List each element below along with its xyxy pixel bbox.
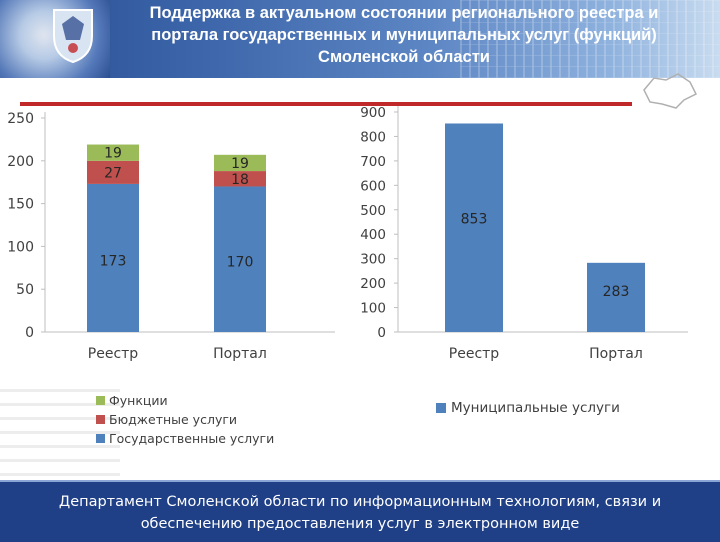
y-tick-label: 600 — [360, 178, 386, 194]
legend-item: Функции — [96, 391, 274, 410]
title-line-2: портала государственных и муниципальных … — [151, 26, 657, 44]
bar-segment — [587, 262, 645, 332]
y-tick-label: 400 — [360, 227, 386, 243]
chart2-legend: Муниципальные услуги — [436, 398, 620, 417]
x-tick-label: Реестр — [449, 346, 500, 362]
legend-swatch — [96, 415, 105, 424]
bar-segment — [445, 123, 503, 332]
data-label: 173 — [100, 253, 127, 269]
y-tick-label: 800 — [360, 129, 386, 145]
y-tick-label: 100 — [360, 301, 386, 317]
page-title: Поддержка в актуальном состоянии региона… — [92, 2, 716, 68]
y-tick-label: 200 — [360, 276, 386, 292]
y-tick-label: 50 — [16, 282, 34, 298]
y-tick-label: 700 — [360, 154, 386, 170]
y-tick-label: 300 — [360, 252, 386, 268]
legend-item: Государственные услуги — [96, 429, 274, 448]
stacked-bar-chart: 0501001502002501732719Реестр1701819Порта… — [7, 111, 335, 362]
y-tick-label: 0 — [377, 325, 386, 341]
legend-label: Муниципальные услуги — [451, 399, 620, 416]
data-label: 19 — [104, 146, 122, 162]
legend-label: Бюджетные услуги — [109, 412, 238, 427]
footer-line-2: обеспечению предоставления услуг в элект… — [140, 516, 580, 532]
data-label: 283 — [603, 284, 630, 300]
binary-decoration — [460, 0, 720, 78]
legend-swatch — [96, 396, 105, 405]
y-tick-label: 0 — [25, 325, 34, 341]
legend-item: Муниципальные услуги — [436, 398, 620, 417]
coat-of-arms-icon — [53, 9, 93, 64]
accent-divider-thin — [400, 104, 630, 106]
y-tick-label: 200 — [7, 154, 34, 170]
x-tick-label: Портал — [589, 346, 643, 362]
legend-item: Бюджетные услуги — [96, 410, 274, 429]
legend-label: Государственные услуги — [109, 431, 275, 446]
region-map-icon — [643, 73, 698, 109]
bar-segment — [87, 183, 139, 332]
bar-segment — [214, 154, 266, 172]
title-line-3: Смоленской области — [318, 48, 490, 66]
data-label: 19 — [231, 156, 249, 172]
bar-chart: 0 100 200 300 400 500 600 700 800 900 853 Реестр 283… — [360, 105, 688, 362]
y-tick-label: 900 — [360, 105, 386, 121]
y-tick-label: 500 — [360, 203, 386, 219]
y-tick-label: 250 — [7, 111, 34, 127]
bar-segment — [214, 186, 266, 332]
y-tick-label: 150 — [7, 197, 34, 213]
title-line-1: Поддержка в актуальном состоянии региона… — [149, 4, 659, 22]
data-label: 170 — [227, 255, 254, 271]
bar-segment — [87, 160, 139, 184]
data-label: 18 — [231, 172, 249, 188]
legend-label: Функции — [109, 393, 168, 408]
legend-swatch — [96, 434, 105, 443]
accent-divider — [20, 102, 632, 106]
data-label: 27 — [104, 165, 122, 181]
legend-swatch — [436, 402, 446, 413]
x-tick-label: Портал — [213, 346, 267, 362]
data-label: 853 — [461, 212, 488, 228]
footer-banner: Департамент Смоленской области по информ… — [0, 480, 720, 542]
chart1-legend: Функции Бюджетные услуги Государственные… — [96, 391, 274, 448]
y-tick-label: 100 — [7, 239, 34, 255]
header-banner: Поддержка в актуальном состоянии региона… — [0, 0, 720, 78]
x-tick-label: Реестр — [88, 346, 139, 362]
bar-segment — [87, 144, 139, 161]
bar-segment — [214, 171, 266, 187]
footer-line-1: Департамент Смоленской области по информ… — [58, 494, 662, 510]
